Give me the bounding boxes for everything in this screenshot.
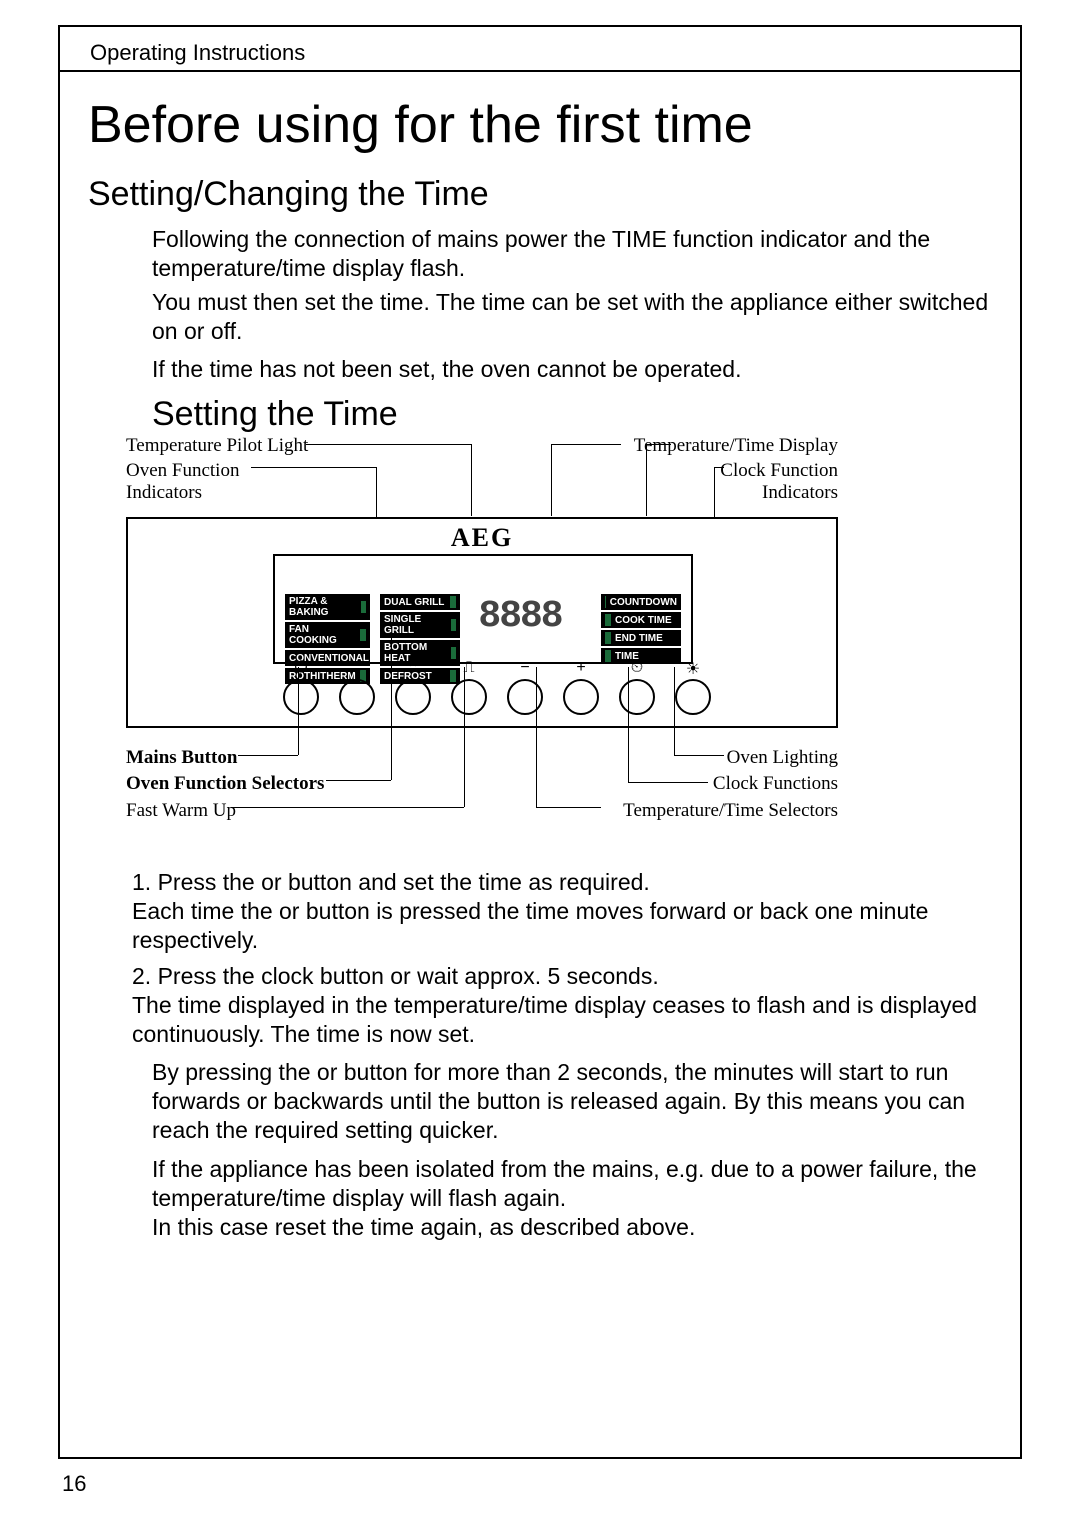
func-label: FAN COOKING [289, 624, 356, 646]
label-temp-time-selectors: Temperature/Time Selectors [623, 800, 838, 822]
leader-line [551, 444, 552, 516]
label-clock-functions: Clock Functions [713, 773, 838, 795]
leader-line [536, 667, 537, 807]
minus-button: − [507, 679, 543, 715]
display-value: 8888 [478, 595, 561, 638]
func-label: SINGLE GRILL [384, 614, 447, 636]
inner-display-panel: PIZZA & BAKING FAN COOKING CONVENTIONAL … [273, 554, 693, 664]
page-number: 16 [62, 1471, 86, 1497]
mains-button: ⏻ [283, 679, 319, 715]
leader-line [231, 807, 464, 808]
indicator-tick [360, 629, 366, 641]
section-title-2: Setting the Time [152, 395, 398, 434]
leader-line [238, 755, 298, 756]
note-para-1: By pressing the or button for more than … [152, 1058, 1010, 1144]
indicator-tick [451, 647, 456, 659]
section-title-1: Setting/Changing the Time [88, 175, 489, 214]
indicator-tick [361, 601, 366, 613]
label-temp-time-display: Temperature/Time Display [634, 435, 838, 457]
indicator-tick [451, 619, 456, 631]
power-icon: ⏻ [295, 659, 308, 677]
leader-line [646, 444, 671, 445]
fast-warm-button: ⎍ [451, 679, 487, 715]
leader-line [391, 637, 392, 780]
leader-line [306, 444, 471, 445]
step-2: 2. Press the clock button or wait approx… [132, 962, 1010, 1048]
intro-para-3: If the time has not been set, the oven c… [152, 355, 1010, 384]
indicator-tick [605, 650, 611, 662]
chevron-up-icon: ⌃ [406, 659, 419, 679]
main-title: Before using for the first time [88, 95, 753, 155]
func-label: END TIME [615, 633, 663, 644]
leader-line [326, 780, 391, 781]
leader-line [551, 444, 621, 445]
chevron-down-icon: ⌄ [350, 659, 363, 679]
intro-para-1: Following the connection of mains power … [152, 225, 1010, 283]
leader-line [674, 755, 724, 756]
label-mains-button: Mains Button [126, 747, 237, 769]
header-text: Operating Instructions [90, 40, 305, 66]
clock-icon: ⏲ [631, 659, 643, 677]
leader-line [376, 467, 377, 517]
indicator-tick [450, 596, 456, 608]
func-label: PIZZA & BAKING [289, 596, 357, 618]
func-label: COUNTDOWN [610, 597, 677, 608]
leader-line [714, 467, 724, 468]
clock-button: ⏲ [619, 679, 655, 715]
fast-warm-icon: ⎍ [463, 659, 474, 677]
indicator-tick [605, 614, 611, 626]
leader-line [628, 667, 629, 782]
plus-icon: + [576, 659, 585, 677]
label-oven-lighting: Oven Lighting [727, 747, 838, 769]
light-icon: ☀ [686, 659, 700, 679]
indicator-tick [605, 632, 611, 644]
down-button: ⌄ [339, 679, 375, 715]
indicator-tick [605, 596, 606, 608]
label-oven-func-indicators: Oven Function Indicators [126, 460, 239, 504]
control-buttons-row: ⏻ ⌄ ⌃ ⎍ − + ⏲ ☀ [283, 679, 711, 715]
label-temp-pilot-light: Temperature Pilot Light [126, 435, 308, 457]
label-fast-warm-up: Fast Warm Up [126, 800, 236, 822]
step-1: 1. Press the or button and set the time … [132, 868, 1010, 954]
leader-line [646, 444, 647, 516]
leader-line [674, 667, 675, 755]
label-clock-func-indicators: Clock Function Indicators [720, 460, 838, 504]
up-button: ⌃ [395, 679, 431, 715]
plus-button: + [563, 679, 599, 715]
brand-logo: AEG [451, 523, 513, 553]
leader-line [298, 667, 299, 755]
header-rule [58, 70, 1022, 72]
leader-line [536, 807, 601, 808]
light-button: ☀ [675, 679, 711, 715]
intro-para-2: You must then set the time. The time can… [152, 288, 1010, 346]
leader-line [628, 782, 708, 783]
leader-line [714, 467, 715, 517]
segment-display: 8888 [470, 591, 570, 641]
func-label: COOK TIME [615, 615, 672, 626]
minus-icon: − [520, 659, 529, 677]
leader-line [471, 444, 472, 516]
label-oven-func-selectors: Oven Function Selectors [126, 773, 324, 795]
function-column-mid: DUAL GRILL SINGLE GRILL BOTTOM HEAT DEFR… [380, 594, 460, 686]
function-column-right: COUNTDOWN COOK TIME END TIME TIME [601, 594, 681, 666]
note-para-2: If the appliance has been isolated from … [152, 1155, 1010, 1241]
control-panel: AEG PIZZA & BAKING FAN COOKING CONVENTIO… [126, 517, 838, 728]
func-label: DUAL GRILL [384, 597, 444, 608]
leader-line [464, 667, 465, 807]
leader-line [251, 467, 376, 468]
